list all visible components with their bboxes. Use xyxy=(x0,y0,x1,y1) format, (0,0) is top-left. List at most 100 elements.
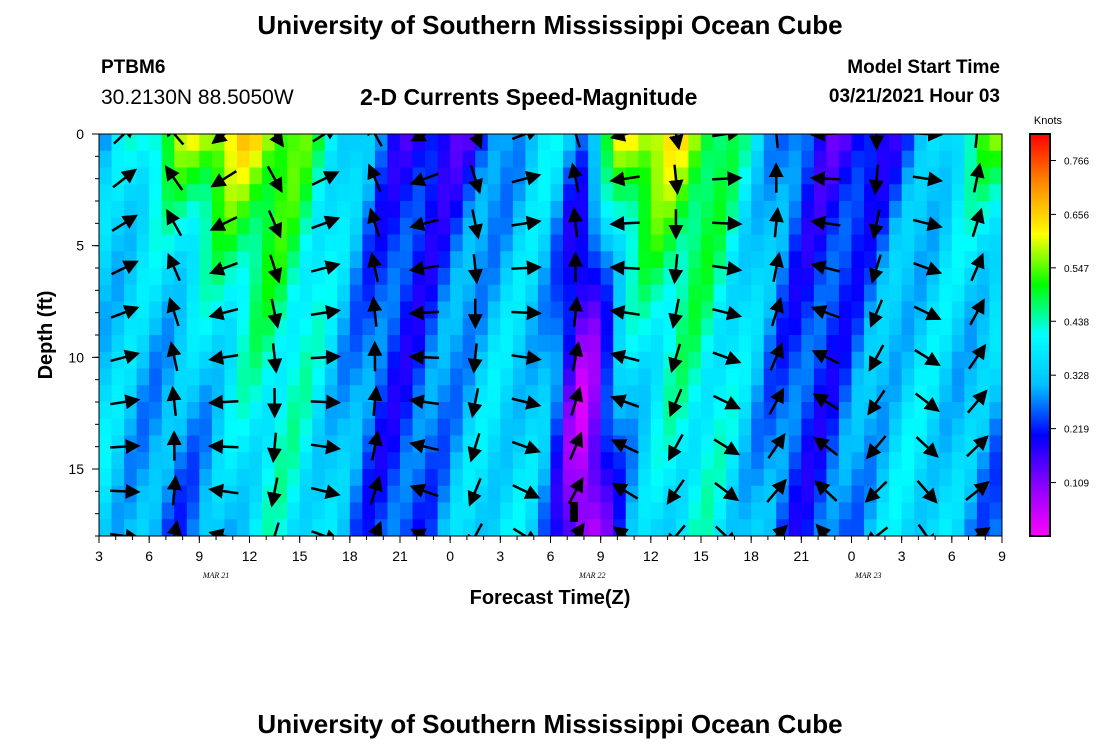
heatmap-cell xyxy=(801,134,815,152)
heatmap-cell xyxy=(713,402,727,420)
heatmap-cell xyxy=(299,268,313,286)
heatmap-cell xyxy=(99,385,113,403)
heatmap-cell xyxy=(625,284,639,303)
heatmap-cell xyxy=(211,452,226,470)
heatmap-cell xyxy=(751,301,765,319)
heatmap-cell xyxy=(688,150,702,169)
heatmap-cell xyxy=(801,502,815,520)
heatmap-cell xyxy=(425,335,439,353)
heatmap-cell xyxy=(236,167,251,185)
heatmap-cell xyxy=(939,368,953,386)
current-vector-arrow xyxy=(769,251,784,282)
heatmap-cell xyxy=(186,402,200,420)
heatmap-cell xyxy=(211,150,226,169)
current-vector-arrow xyxy=(609,215,640,231)
heatmap-cell xyxy=(600,201,614,219)
heatmap-cell xyxy=(926,184,940,202)
heatmap-cell xyxy=(751,502,765,520)
heatmap-cell xyxy=(939,485,953,504)
heatmap-cell xyxy=(613,502,627,520)
heatmap-cell xyxy=(801,435,815,453)
heatmap-cell xyxy=(186,502,200,520)
current-vector-arrow xyxy=(668,253,684,285)
heatmap-cell xyxy=(124,234,138,252)
heatmap-cell xyxy=(337,134,351,152)
heatmap-cell xyxy=(362,234,376,252)
heatmap-cell xyxy=(600,284,614,303)
heatmap-cell xyxy=(186,485,200,504)
heatmap-cell xyxy=(813,318,828,336)
heatmap-cell xyxy=(337,150,351,169)
heatmap-cell xyxy=(838,469,853,487)
heatmap-cell xyxy=(889,318,903,336)
heatmap-cell xyxy=(136,268,150,286)
heatmap-cell xyxy=(512,469,527,487)
heatmap-cell xyxy=(575,351,589,370)
heatmap-cell xyxy=(638,184,652,202)
heatmap-cell xyxy=(776,418,790,437)
heatmap-cell xyxy=(324,335,338,353)
heatmap-cell xyxy=(638,234,652,252)
heatmap-cell xyxy=(625,418,639,437)
heatmap-cell xyxy=(588,368,602,386)
heatmap-cell xyxy=(851,167,865,185)
heatmap-cell xyxy=(124,418,138,437)
heatmap-cell xyxy=(199,452,213,470)
heatmap-cell xyxy=(826,284,840,303)
heatmap-cell xyxy=(976,418,991,437)
current-vector-arrow xyxy=(512,484,541,499)
heatmap-cell xyxy=(588,167,602,185)
current-vector-arrow xyxy=(913,261,943,276)
heatmap-cell xyxy=(989,485,1002,504)
heatmap-cell xyxy=(274,418,288,437)
current-vector-arrow xyxy=(366,134,383,147)
heatmap-cell xyxy=(299,150,313,169)
heatmap-cell xyxy=(788,385,802,403)
heatmap-cell xyxy=(337,418,351,437)
heatmap-cell xyxy=(738,335,752,353)
heatmap-cell xyxy=(901,485,915,504)
heatmap-cell xyxy=(124,150,138,169)
heatmap-cell xyxy=(387,268,401,286)
heatmap-cell xyxy=(312,251,326,269)
heatmap-cell xyxy=(199,335,213,353)
heatmap-cell xyxy=(951,268,965,286)
heatmap-cell xyxy=(838,402,853,420)
heatmap-cell xyxy=(738,268,752,286)
footer-title: University of Southern Mississippi Ocean… xyxy=(257,709,843,739)
heatmap-cell xyxy=(801,234,815,252)
heatmap-cell xyxy=(224,335,238,353)
heatmap-cell xyxy=(437,452,451,470)
heatmap-cell xyxy=(374,335,389,353)
heatmap-cell xyxy=(224,469,238,487)
heatmap-cell xyxy=(851,184,865,202)
heatmap-cell xyxy=(613,335,627,353)
heatmap-cell xyxy=(500,201,514,219)
heatmap-cell xyxy=(838,452,853,470)
heatmap-cell xyxy=(713,184,727,202)
heatmap-cell xyxy=(801,452,815,470)
heatmap-cell xyxy=(864,251,878,269)
heatmap-cell xyxy=(236,385,251,403)
heatmap-cell xyxy=(199,385,213,403)
heatmap-cell xyxy=(751,368,765,386)
heatmap-cell xyxy=(487,234,501,252)
current-vector-arrow xyxy=(112,168,138,189)
heatmap-cell xyxy=(600,502,614,520)
heatmap-cell xyxy=(111,251,125,269)
heatmap-cell xyxy=(588,201,602,219)
heatmap-cell xyxy=(262,284,276,303)
heatmap-cell xyxy=(450,301,464,319)
heatmap-cell xyxy=(776,502,790,520)
heatmap-cell xyxy=(475,452,489,470)
heatmap-cell xyxy=(889,469,903,487)
heatmap-cell xyxy=(236,402,251,420)
heatmap-cell xyxy=(400,335,414,353)
heatmap-cell xyxy=(525,268,539,286)
heatmap-cell xyxy=(701,268,715,286)
heatmap-cell xyxy=(688,167,702,185)
current-vector-arrow xyxy=(511,215,542,231)
heatmap-cell xyxy=(274,469,288,487)
